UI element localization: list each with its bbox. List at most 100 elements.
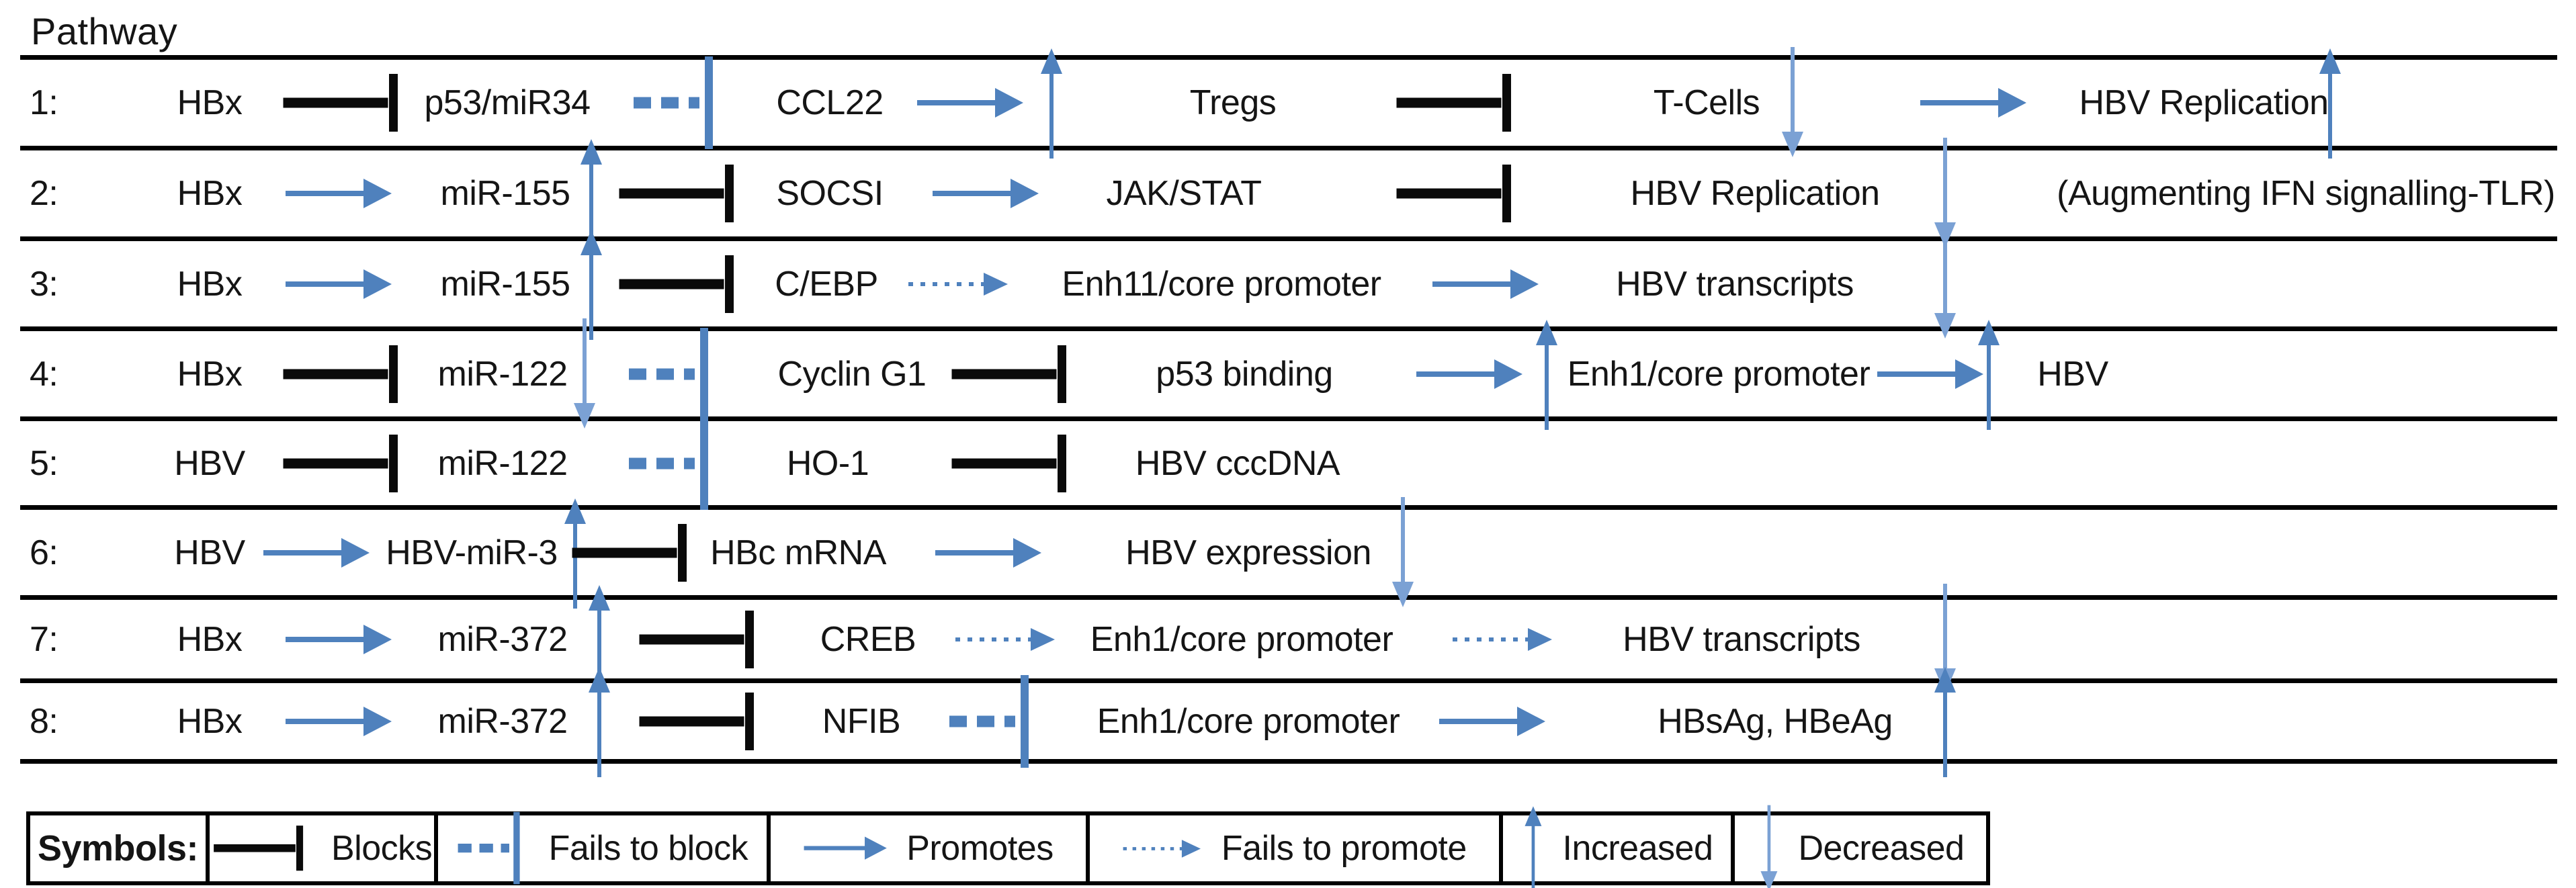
entity-label: Cyclin G1: [777, 354, 927, 394]
fails-to-block-icon: [948, 668, 1043, 774]
entity-label: C/EBP: [775, 264, 878, 304]
entity-label: miR-155: [440, 174, 571, 213]
fails-to-block-icon: [628, 410, 723, 517]
entity-label: Enh1/core promoter: [1090, 619, 1393, 659]
blocks-icon: [281, 65, 412, 140]
entity-label: HBV-miR-3: [386, 533, 558, 572]
increased-icon: [1973, 314, 2004, 434]
entity-label: SOCSI: [776, 174, 884, 213]
entity-label: Enh1/core promoter: [1567, 354, 1871, 394]
promotes-icon: [1415, 355, 1525, 394]
increased-icon: [1521, 802, 1545, 888]
legend: Symbols: Blocks Fails to block Promotes Fail…: [26, 805, 1990, 888]
legend-item-label: Increased: [1562, 829, 1713, 868]
pathway-row: 4: HBx miR-122 Cyclin G1 p53 binding Enh1/cor…: [0, 318, 2576, 430]
entity-label: Tregs: [1189, 83, 1277, 122]
pathway-row: 5: HBV miR-122 HO-1 HBV cccDNA: [0, 416, 2576, 510]
fails-to-promote-icon: [1451, 623, 1556, 656]
entity-label: HBV Replication: [1630, 174, 1880, 213]
increased-icon: [1930, 662, 1961, 781]
fails-to-promote-icon: [1122, 836, 1204, 862]
entity-label: miR-155: [440, 264, 571, 304]
blocks-icon: [637, 602, 768, 677]
entity-label: HO-1: [786, 443, 869, 483]
entity-label: miR-372: [437, 619, 568, 659]
blocks-icon: [1394, 65, 1525, 140]
fails-to-promote-icon: [907, 267, 1012, 301]
row-number: 3:: [30, 264, 58, 304]
legend-cell: Symbols:: [30, 815, 206, 881]
pathway-row: 2: HBx miR-155 SOCSI JAK/STAT HBV Replication…: [0, 138, 2576, 249]
decreased-icon: [1757, 802, 1781, 888]
pathway-row: 7: HBx miR-372 CREB Enh1/core promoter HBV tr…: [0, 583, 2576, 695]
entity-label: HBV: [174, 443, 245, 483]
entity-label: HBx: [177, 264, 243, 304]
promotes-icon: [934, 533, 1044, 572]
row-number: 2:: [30, 174, 58, 213]
legend-cell: Decreased: [1731, 805, 1986, 888]
legend-item-label: Blocks: [331, 829, 433, 868]
legend-cell: Fails to block: [434, 812, 767, 885]
entity-label: miR-122: [437, 354, 568, 394]
entity-label: HBV transcripts: [1623, 619, 1860, 659]
entity-label: NFIB: [822, 701, 901, 741]
promotes-icon: [803, 833, 889, 863]
blocks-icon: [281, 426, 412, 501]
increased-icon: [576, 224, 607, 344]
legend-cell: Promotes: [767, 815, 1086, 881]
increased-icon: [2315, 43, 2346, 163]
blocks-icon: [617, 247, 748, 322]
increased-icon: [560, 493, 591, 613]
promotes-icon: [1431, 265, 1541, 304]
blocks-icon: [637, 684, 768, 759]
entity-label: HBV: [2037, 354, 2108, 394]
row-divider: [20, 326, 2557, 331]
entity-label: CCL22: [776, 83, 884, 122]
entity-label: T-Cells: [1653, 83, 1760, 122]
entity-label: HBV: [174, 533, 245, 572]
entity-label: miR-122: [437, 443, 568, 483]
legend-item-label: Fails to block: [548, 829, 748, 868]
row-divider: [20, 146, 2557, 150]
row-number: 8:: [30, 701, 58, 741]
entity-label: JAK/STAT: [1106, 174, 1262, 213]
row-divider: [20, 678, 2557, 683]
blocks-icon: [570, 515, 701, 590]
row-number: 7:: [30, 619, 58, 659]
decreased-icon: [1777, 43, 1808, 163]
decreased-icon: [1930, 224, 1961, 344]
legend-cell: Fails to promote: [1086, 815, 1499, 881]
blocks-icon: [1394, 156, 1525, 231]
legend-symbols-label: Symbols:: [37, 828, 199, 869]
promotes-icon: [1876, 355, 1986, 394]
legend-item-label: Decreased: [1798, 829, 1965, 868]
blocks-icon: [617, 156, 748, 231]
promotes-icon: [1919, 83, 2029, 122]
row-number: 4:: [30, 354, 58, 394]
entity-label: HBc mRNA: [710, 533, 886, 572]
row-number: 1:: [30, 83, 58, 122]
entity-label: HBx: [177, 619, 243, 659]
decreased-icon: [1387, 493, 1418, 613]
promotes-icon: [262, 533, 372, 572]
entity-label: HBx: [177, 83, 243, 122]
entity-label: p53/miR34: [424, 83, 591, 122]
increased-icon: [584, 662, 615, 781]
legend-cell: Blocks: [206, 815, 434, 881]
legend-item-label: Promotes: [906, 829, 1054, 868]
promotes-icon: [284, 174, 394, 213]
entity-label: HBV cccDNA: [1135, 443, 1340, 483]
row-divider: [20, 505, 2557, 510]
row-divider: [20, 55, 2557, 60]
promotes-icon: [284, 620, 394, 659]
fails-to-block-icon: [632, 50, 728, 156]
increased-icon: [1036, 43, 1067, 163]
promotes-icon: [284, 702, 394, 741]
promotes-icon: [931, 174, 1041, 213]
pathway-row: 3: HBx miR-155 C/EBP Enh11/core promoter HBV …: [0, 228, 2576, 340]
legend-cell: Increased: [1499, 805, 1731, 888]
row-number: 6:: [30, 533, 58, 572]
entity-label: HBx: [177, 701, 243, 741]
entity-label: HBsAg, HBeAg: [1658, 701, 1893, 741]
